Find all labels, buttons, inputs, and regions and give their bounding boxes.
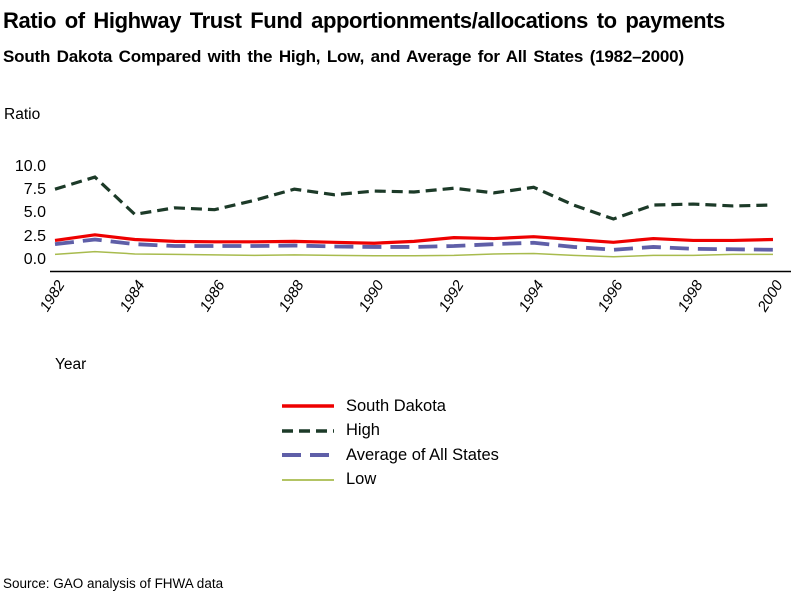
legend-label-high: High [346, 421, 380, 440]
chart-legend: South Dakota High Average of All States Low [282, 394, 499, 492]
legend-label-average-of-all-states: Average of All States [346, 445, 499, 464]
series-line-average-of-all-states [54, 237, 774, 252]
legend-row-average-of-all-states: Average of All States [282, 443, 499, 468]
y-axis-title: Ratio [4, 106, 41, 123]
y-tick-label: 0.0 [23, 251, 46, 268]
legend-swatch-low-line [282, 478, 334, 481]
source-note: Source: GAO analysis of FHWA data [3, 576, 224, 591]
legend-label-south-dakota: South Dakota [346, 396, 446, 415]
y-tick-label: 2.5 [23, 227, 46, 245]
legend-label-low: Low [346, 470, 377, 489]
y-tick-label: 10.0 [14, 157, 46, 175]
series-line-south-dakota [54, 233, 774, 245]
series-line-high [54, 175, 774, 221]
y-tick-label: 7.5 [23, 181, 46, 199]
legend-row-low: Low [282, 468, 499, 493]
legend-row-high: High [282, 419, 499, 444]
chart-subtitle: South Dakota Compared with the High, Low… [3, 47, 684, 66]
legend-row-south-dakota: South Dakota [282, 394, 499, 419]
y-tick-label: 5.0 [23, 204, 46, 222]
series-line-low [54, 250, 773, 258]
chart-title: Ratio of Highway Trust Fund apportionmen… [3, 8, 725, 33]
legend-swatch-south-dakota-line [282, 404, 334, 408]
x-axis-title: Year [55, 356, 87, 373]
legend-swatch-high-line [282, 429, 334, 433]
legend-swatch-average-of-all-states-line [282, 453, 334, 458]
